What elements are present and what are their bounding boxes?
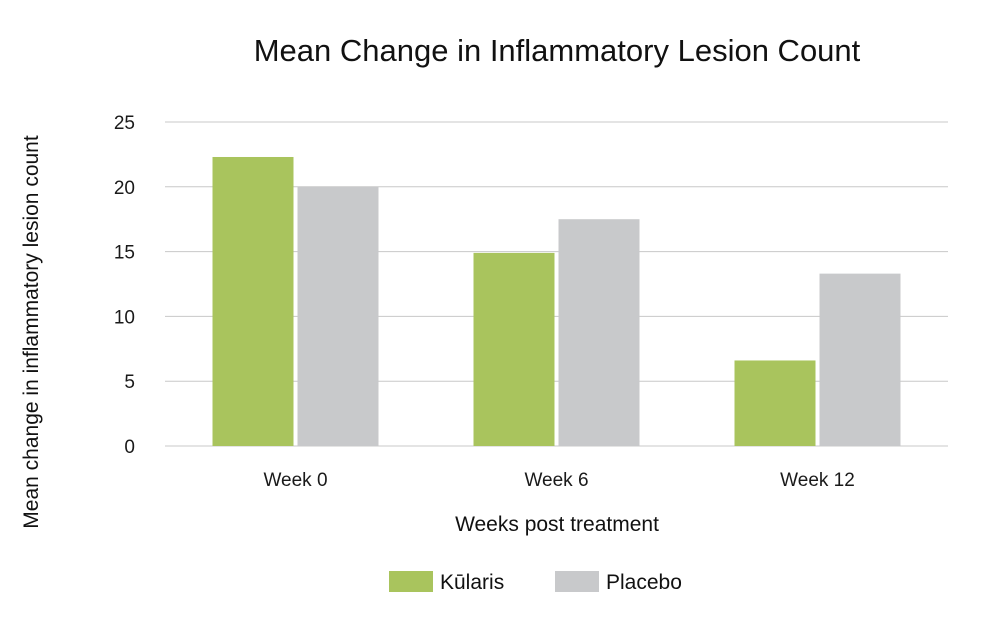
bar-week-0-series-1: [212, 156, 294, 446]
gridlines: [165, 121, 948, 447]
y-tick-label-20: 20: [114, 178, 135, 199]
y-tick-label-5: 5: [124, 372, 135, 393]
x-axis-label: Weeks post treatment: [455, 513, 659, 536]
bar-week-6-series-2: [558, 219, 640, 446]
bar-week-12-series-2: [819, 273, 901, 446]
y-tick-label-10: 10: [114, 307, 135, 328]
x-tick-label: Week 0: [263, 470, 327, 491]
legend-label: Placebo: [606, 571, 682, 594]
legend-swatch: [555, 571, 599, 592]
legend-label: Kūlaris: [440, 571, 504, 594]
bars: [212, 156, 901, 447]
x-tick-label: Week 6: [524, 470, 588, 491]
y-tick-label-25: 25: [114, 113, 135, 134]
y-tick-label-15: 15: [114, 243, 135, 264]
legend-swatch: [389, 571, 433, 592]
legend: Kūlaris Placebo: [389, 571, 682, 594]
y-axis-label: Mean change in inflammatory lesion count: [20, 135, 43, 529]
x-axis-ticks: Week 0 Week 6 Week 12: [263, 470, 854, 491]
x-tick-label: Week 12: [780, 470, 855, 491]
bar-week-12-series-1: [734, 360, 816, 446]
y-axis-ticks: 0 5 10 15 20 25: [114, 113, 135, 458]
y-tick-label-0: 0: [124, 437, 135, 458]
bar-week-6-series-1: [473, 252, 555, 446]
bar-week-0-series-2: [297, 186, 379, 447]
chart-title: Mean Change in Inflammatory Lesion Count: [254, 33, 861, 68]
